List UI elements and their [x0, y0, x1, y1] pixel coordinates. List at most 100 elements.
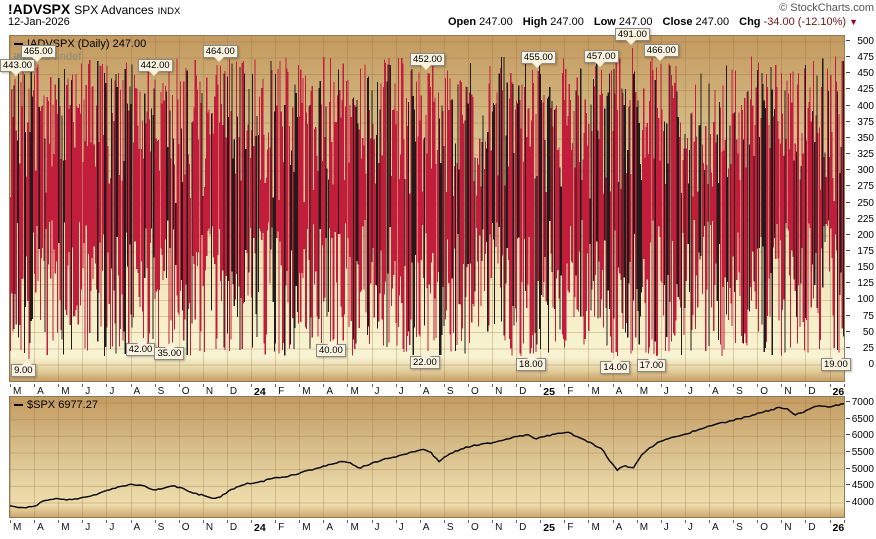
annotation-callout: 464.00: [202, 45, 238, 63]
symbol: !ADVSPX: [8, 1, 71, 17]
advances-bar: [630, 173, 632, 354]
advances-bar: [388, 58, 390, 343]
x-month-label: A: [712, 386, 719, 397]
y-axis-tick: 150: [846, 263, 874, 273]
advances-bar: [692, 196, 694, 315]
advances-bar: [628, 106, 630, 284]
low-value: 247.00: [618, 16, 653, 28]
advances-bar: [541, 100, 543, 296]
advances-bar: [428, 73, 430, 285]
advances-bar: [203, 187, 205, 353]
advances-bar: [775, 65, 777, 260]
advances-bar: [383, 59, 386, 295]
advances-bar: [629, 99, 631, 263]
advances-bar: [726, 176, 729, 283]
advances-bar: [335, 121, 337, 283]
advances-bar: [619, 58, 621, 274]
advances-bar: [513, 153, 515, 326]
advances-bar: [731, 69, 733, 327]
y-axis-tick: 450: [846, 69, 874, 79]
advances-bar: [75, 74, 77, 311]
month-tick: [443, 520, 445, 523]
advances-bar: [585, 113, 587, 312]
y-axis-tick: 425: [846, 85, 874, 95]
advances-bar: [807, 107, 809, 353]
advances-bar: [644, 157, 646, 303]
advances-bar: [35, 170, 37, 293]
advances-bar: [153, 88, 155, 258]
month-tick: [10, 384, 11, 387]
advances-bar: [620, 189, 622, 281]
advances-bar: [311, 85, 313, 338]
advances-bar: [22, 59, 24, 279]
advances-bar: [402, 63, 404, 350]
x-month-label: J: [398, 522, 404, 533]
advances-bar: [81, 63, 83, 290]
advances-bar: [242, 61, 244, 304]
advances-bar: [705, 126, 707, 351]
advances-bar: [709, 134, 711, 225]
month-tick: [347, 384, 349, 387]
x-month-label: M: [61, 386, 70, 397]
advances-bar: [771, 89, 773, 356]
advances-bar: [707, 183, 709, 222]
advances-bar: [612, 131, 614, 354]
advances-bar: [58, 77, 60, 244]
advances-bar: [577, 95, 579, 312]
advances-bar: [447, 70, 449, 240]
advances-bar: [237, 116, 239, 317]
close-value: 247.00: [695, 16, 730, 28]
advances-bar: [587, 145, 589, 254]
advances-bar: [588, 124, 590, 332]
advances-bar: [105, 82, 107, 347]
advances-bar: [784, 90, 786, 353]
advances-bar: [125, 62, 127, 233]
advances-bar: [293, 171, 295, 350]
advances-bar: [157, 140, 160, 347]
advances-bar: [694, 84, 696, 330]
advances-bar: [546, 98, 548, 305]
advances-bar: [779, 143, 781, 241]
advances-bar: [683, 148, 685, 336]
advances-bar: [32, 90, 35, 233]
advances-bar: [340, 117, 342, 307]
advances-bar: [230, 111, 232, 340]
advances-bar: [459, 80, 461, 305]
advances-bar: [382, 87, 384, 346]
advances-bar: [665, 183, 667, 352]
advances-bar: [492, 103, 495, 240]
advances-bar: [172, 138, 174, 230]
advances-bar: [445, 192, 448, 311]
advances-bar: [811, 111, 813, 265]
x-month-label: M: [302, 386, 311, 397]
advances-bar: [369, 109, 371, 345]
advances-bar: [791, 102, 793, 251]
advances-bar: [258, 96, 261, 229]
advances-bar: [441, 105, 443, 336]
advances-bar: [519, 99, 521, 354]
advances-bar: [830, 74, 832, 229]
advances-bar: [697, 191, 699, 308]
advances-bar: [389, 65, 391, 228]
advances-bar: [540, 74, 542, 350]
advances-bar: [318, 87, 320, 320]
y-axis-tick: 175: [846, 246, 874, 257]
spx-series-value: 6977.27: [58, 399, 98, 411]
advances-bar: [375, 135, 378, 286]
advances-bar: [106, 65, 108, 328]
advances-bar: [11, 88, 13, 294]
x-month-label: D: [519, 386, 527, 397]
advances-bar: [606, 95, 608, 346]
advances-bar: [273, 111, 275, 352]
advances-bar: [381, 155, 383, 320]
advances-bar: [108, 183, 110, 305]
advances-bar: [94, 166, 96, 264]
month-tick: [684, 384, 686, 387]
advances-bar: [712, 186, 714, 222]
advances-bar: [51, 166, 53, 221]
advances-bar: [639, 163, 641, 317]
annotation-callout: 42.00: [125, 338, 156, 356]
advances-bar: [512, 83, 514, 306]
advances-bar: [803, 68, 805, 351]
advances-bar: [460, 81, 462, 341]
